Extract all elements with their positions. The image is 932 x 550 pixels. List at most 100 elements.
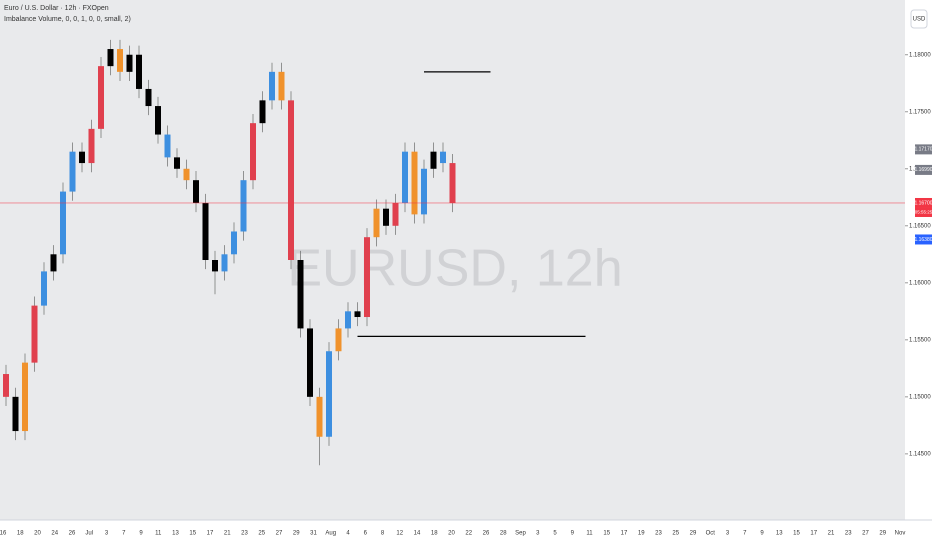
candle-body <box>98 66 104 129</box>
x-tick-label: 15 <box>793 531 800 537</box>
price-axis <box>905 0 932 550</box>
candle-body <box>259 100 266 124</box>
x-tick-label: 7 <box>122 531 126 537</box>
plot-background <box>0 0 905 520</box>
x-tick-label: 16 <box>0 531 7 537</box>
candle-body <box>183 168 190 181</box>
x-tick-label: 11 <box>586 531 593 537</box>
candle-body <box>126 54 133 72</box>
x-tick-label: 17 <box>621 531 628 537</box>
candle-body <box>269 71 275 101</box>
candle-body <box>364 237 370 318</box>
price-label: 1.16700 <box>914 200 932 206</box>
candle-body <box>79 151 85 164</box>
x-tick-label: 23 <box>655 531 662 537</box>
y-tick-label: 1.16500 <box>909 223 931 229</box>
x-tick-label: Nov <box>895 531 906 537</box>
x-tick-label: 9 <box>139 531 143 537</box>
x-tick-label: 23 <box>241 531 248 537</box>
candle-body <box>164 134 171 158</box>
candle-body <box>60 191 66 255</box>
y-tick-label: 1.18000 <box>909 52 931 58</box>
price-label: 1.16380 <box>914 237 932 243</box>
candle-body <box>354 311 361 318</box>
candle-body <box>240 180 247 232</box>
time-axis <box>0 520 905 550</box>
x-tick-label: 7 <box>743 531 747 537</box>
x-tick-label: 24 <box>51 531 58 537</box>
x-tick-label: 11 <box>155 531 162 537</box>
price-label-box <box>915 234 932 245</box>
x-tick-label: 3 <box>536 531 540 537</box>
currency-box[interactable] <box>910 9 928 29</box>
countdown: 05:55:25 <box>915 210 932 215</box>
y-tick-label: 1.15500 <box>909 337 931 343</box>
candle-body <box>373 208 380 238</box>
candle-body <box>155 106 161 135</box>
candle-body <box>326 351 332 437</box>
candle-body <box>316 396 323 437</box>
candle-body <box>31 305 38 363</box>
candle-body <box>383 208 389 226</box>
x-tick-label: 29 <box>879 531 886 537</box>
y-tick-label: 1.17500 <box>909 109 931 115</box>
x-tick-label: 18 <box>17 531 24 537</box>
x-tick-label: 13 <box>172 531 179 537</box>
x-tick-label: 27 <box>276 531 283 537</box>
candle-body <box>440 151 446 164</box>
x-tick-label: 28 <box>500 531 507 537</box>
y-tick-label: 1.14500 <box>909 451 931 457</box>
candle-body <box>221 254 228 272</box>
x-tick-label: 20 <box>34 531 41 537</box>
candle-body <box>288 100 294 260</box>
y-tick-label: 1.15000 <box>909 394 931 400</box>
x-tick-label: 3 <box>726 531 730 537</box>
countdown-box <box>915 207 932 217</box>
x-tick-label: 29 <box>293 531 300 537</box>
candle-body <box>174 157 180 169</box>
candle-body <box>278 71 285 101</box>
x-tick-label: 13 <box>776 531 783 537</box>
x-tick-label: 9 <box>760 531 764 537</box>
candle-body <box>411 151 418 215</box>
x-tick-label: 26 <box>69 531 76 537</box>
candle-body <box>145 88 152 107</box>
x-tick-label: 4 <box>346 531 350 537</box>
x-tick-label: 27 <box>862 531 869 537</box>
x-tick-label: 18 <box>431 531 438 537</box>
candle-body <box>231 231 237 255</box>
x-tick-label: 5 <box>553 531 557 537</box>
candle-body <box>212 260 218 272</box>
x-tick-label: 15 <box>603 531 610 537</box>
candle-body <box>345 311 351 329</box>
price-label: 1.16990 <box>914 167 932 173</box>
x-tick-label: 14 <box>414 531 421 537</box>
currency[interactable]: USD <box>913 17 926 23</box>
candle-body <box>117 49 123 72</box>
x-tick-label: 19 <box>638 531 645 537</box>
chart-title: Euro / U.S. Dollar · 12h · FXOpen <box>4 5 109 12</box>
candle-body <box>335 328 342 352</box>
x-tick-label: Sep <box>515 531 526 537</box>
x-tick-label: Oct <box>706 531 716 537</box>
candle-body <box>193 180 199 203</box>
candle-body <box>22 362 28 432</box>
x-tick-label: 23 <box>845 531 852 537</box>
price-label: 1.17170 <box>914 147 932 153</box>
price-label-box <box>915 164 932 175</box>
x-tick-label: Jul <box>85 531 93 537</box>
candle-body <box>402 151 408 203</box>
x-tick-label: 8 <box>381 531 385 537</box>
x-tick-label: 9 <box>571 531 575 537</box>
x-tick-label: 21 <box>224 531 231 537</box>
indicator-label: Imbalance Volume, 0, 0, 1, 0, 0, small, … <box>4 16 131 23</box>
x-tick-label: 21 <box>828 531 835 537</box>
watermark: EURUSD, 12h <box>287 240 622 298</box>
candle-body <box>136 54 142 89</box>
y-tick-label: 1.16000 <box>909 280 931 286</box>
candle-body <box>297 260 304 329</box>
x-tick-label: 31 <box>310 531 317 537</box>
x-tick-label: Aug <box>325 531 336 537</box>
candle-body <box>250 123 256 181</box>
x-tick-label: 15 <box>189 531 196 537</box>
